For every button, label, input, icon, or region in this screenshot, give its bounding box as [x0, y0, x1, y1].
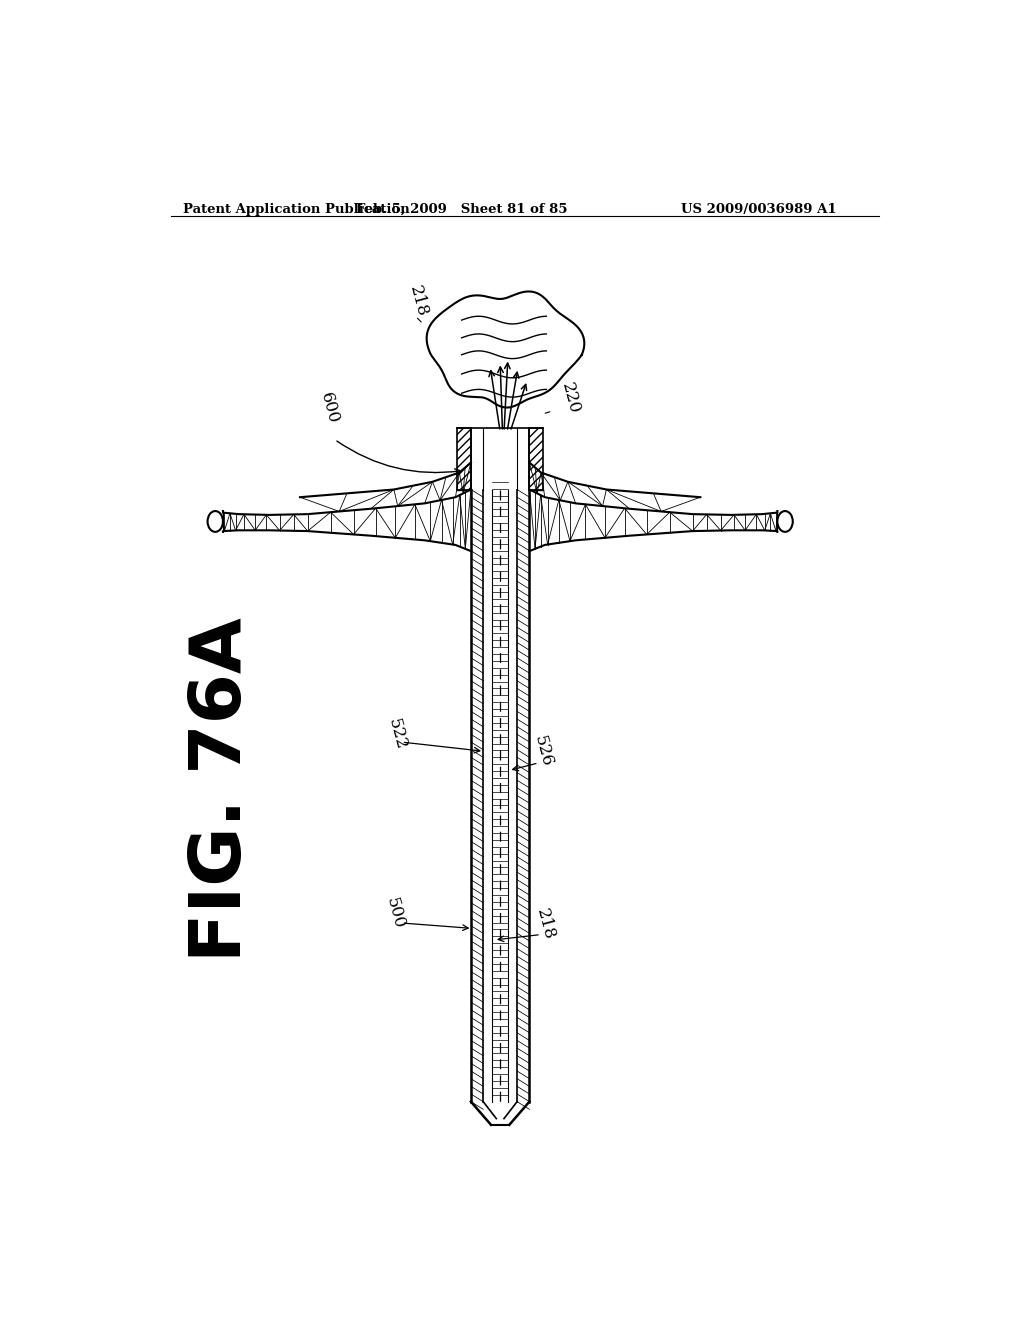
Bar	[457, 428, 471, 490]
Text: Feb. 5, 2009   Sheet 81 of 85: Feb. 5, 2009 Sheet 81 of 85	[356, 203, 567, 216]
Text: Patent Application Publication: Patent Application Publication	[183, 203, 410, 216]
Text: 220: 220	[558, 381, 583, 416]
Text: 526: 526	[531, 734, 556, 768]
Text: 522: 522	[385, 717, 410, 752]
Bar	[529, 428, 544, 490]
Text: 218: 218	[407, 284, 431, 318]
Text: FIG. 76A: FIG. 76A	[187, 618, 256, 962]
Text: 600: 600	[316, 391, 342, 426]
Text: 500: 500	[383, 895, 408, 931]
Text: US 2009/0036989 A1: US 2009/0036989 A1	[681, 203, 837, 216]
Text: 218: 218	[532, 907, 557, 942]
Ellipse shape	[208, 511, 223, 532]
Ellipse shape	[777, 511, 793, 532]
